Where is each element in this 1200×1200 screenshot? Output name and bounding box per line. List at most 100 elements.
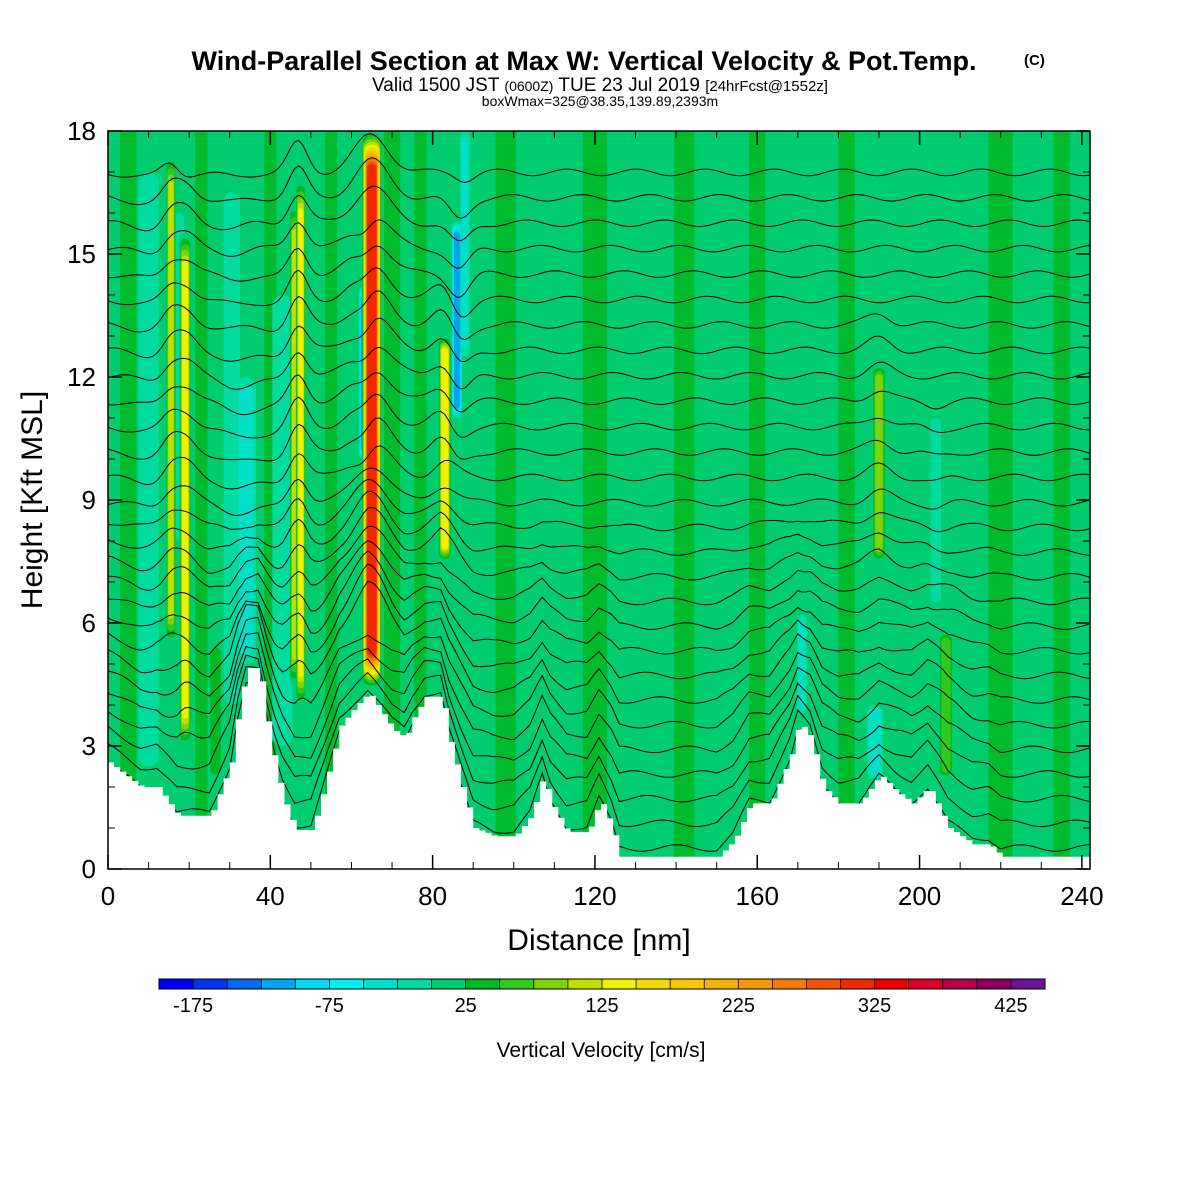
theta-contour — [108, 525, 1090, 606]
mild-updraft-band — [988, 131, 1013, 869]
x-tick-label: 120 — [573, 881, 616, 911]
colorbar-tick-label: 25 — [455, 995, 477, 1017]
downdraft-column — [869, 707, 881, 777]
theta-contour — [108, 219, 1090, 269]
colorbar-swatch — [840, 979, 876, 989]
theta-contour — [108, 580, 1090, 704]
colorbar-swatch — [363, 979, 399, 989]
theta-contour — [108, 346, 1090, 390]
downdraft-column — [461, 138, 469, 350]
colorbar-swatch — [772, 979, 807, 989]
theta-contour — [108, 185, 1090, 242]
x-tick-label: 40 — [256, 881, 285, 911]
terrain — [108, 668, 1090, 869]
y-tick-label: 12 — [67, 362, 96, 392]
forecast-info: [24hrFcst@1552z] — [705, 78, 828, 95]
colorbar-frame — [158, 978, 1046, 990]
x-tick-label: 0 — [101, 881, 115, 911]
colorbar-swatch — [670, 979, 705, 989]
mild-updraft-band — [414, 131, 427, 869]
y-tick-label: 18 — [67, 116, 96, 146]
updraft-column — [182, 260, 189, 719]
colorbar-label: Vertical Velocity [cm/s] — [497, 1039, 706, 1062]
updraft-column — [210, 647, 221, 775]
mild-updraft-band — [325, 131, 338, 869]
downdraft-column — [798, 617, 806, 711]
theta-contour — [108, 645, 1090, 778]
updraft-column — [367, 163, 377, 656]
chart-title: Wind-Parallel Section at Max W: Vertical… — [192, 46, 977, 76]
colorbar-swatch — [227, 979, 262, 989]
y-tick-label: 3 — [82, 731, 96, 761]
updraft-column — [168, 180, 174, 619]
x-tick-label: 240 — [1060, 881, 1103, 911]
theta-contour — [108, 417, 1090, 462]
box-info: boxWmax=325@38.35,139.89,2393m — [482, 93, 718, 109]
colorbar-tick-label: 125 — [585, 995, 618, 1017]
downdraft-column — [454, 231, 460, 408]
downdraft-column — [930, 418, 942, 603]
theta-contour — [108, 490, 1090, 556]
colorbar-tick-label: 225 — [722, 995, 755, 1017]
theta-contour — [108, 540, 1090, 630]
colorbar-swatch — [295, 979, 330, 989]
theta-contour — [108, 267, 1090, 318]
mild-updraft-band — [1053, 131, 1070, 869]
x-tick-label: 200 — [898, 881, 941, 911]
mild-updraft-band — [495, 131, 516, 869]
axes: 0 40 80 120 160 200 240 0 3 6 9 12 15 18 — [67, 116, 1104, 911]
theta-contour — [108, 157, 1090, 219]
theta-contour — [108, 632, 1090, 754]
colorbar-swatch — [397, 979, 433, 989]
valid-prefix: Valid 1500 JST — [372, 75, 500, 96]
potential-temperature-contours — [108, 133, 1090, 852]
theta-contour — [108, 245, 1090, 298]
updraft-column — [298, 208, 304, 678]
colorbar-swatch — [704, 979, 739, 989]
mild-updraft-band — [195, 131, 208, 869]
y-tick-label: 15 — [67, 239, 96, 269]
downdraft-column — [238, 386, 254, 655]
y-tick-label: 6 — [82, 608, 96, 638]
colorbar-swatch — [533, 979, 569, 989]
colorbar-tick-label: -75 — [315, 995, 344, 1017]
colorbar: -175 -75 25 125 225 325 425 — [158, 978, 1046, 1017]
colorbar-swatch — [976, 979, 1012, 989]
colorbar-swatch — [908, 979, 944, 989]
colorbar-swatch — [806, 979, 842, 989]
y-tick-label: 9 — [82, 485, 96, 515]
valid-utc: (0600Z) — [504, 78, 553, 94]
colorbar-swatch — [329, 979, 364, 989]
downdraft-column — [138, 172, 159, 767]
updraft-column — [941, 637, 951, 773]
vertical-velocity-field — [108, 131, 1090, 869]
colorbar-swatch — [465, 979, 501, 989]
theta-contour — [108, 550, 1090, 655]
x-tick-label: 80 — [418, 881, 447, 911]
colorbar-swatch — [567, 979, 603, 989]
plot-area — [108, 131, 1090, 869]
theta-contour — [108, 445, 1090, 490]
updraft-column — [441, 348, 449, 550]
theta-contour — [108, 478, 1090, 533]
valid-date: TUE 23 Jul 2019 — [558, 75, 700, 96]
colorbar-swatch — [942, 979, 978, 989]
downdraft-column — [272, 295, 293, 746]
colorbar-swatch — [261, 979, 296, 989]
theta-contour — [108, 290, 1090, 341]
theta-contour — [108, 317, 1090, 363]
colorbar-tick-label: 425 — [994, 995, 1027, 1017]
colorbar-tick-label: -175 — [173, 995, 213, 1017]
theta-contour — [108, 563, 1090, 680]
theta-contour — [108, 617, 1090, 729]
theta-contour — [108, 133, 1090, 184]
y-axis-label: Height [Kft MSL] — [16, 391, 49, 609]
colorbar-swatch — [193, 979, 228, 989]
theta-contour — [108, 467, 1090, 516]
y-tick-label: 0 — [82, 854, 96, 884]
colorbar-swatch — [874, 979, 910, 989]
mild-updraft-band — [838, 131, 855, 869]
colorbar-swatch — [159, 979, 194, 989]
theta-contour — [108, 393, 1090, 439]
